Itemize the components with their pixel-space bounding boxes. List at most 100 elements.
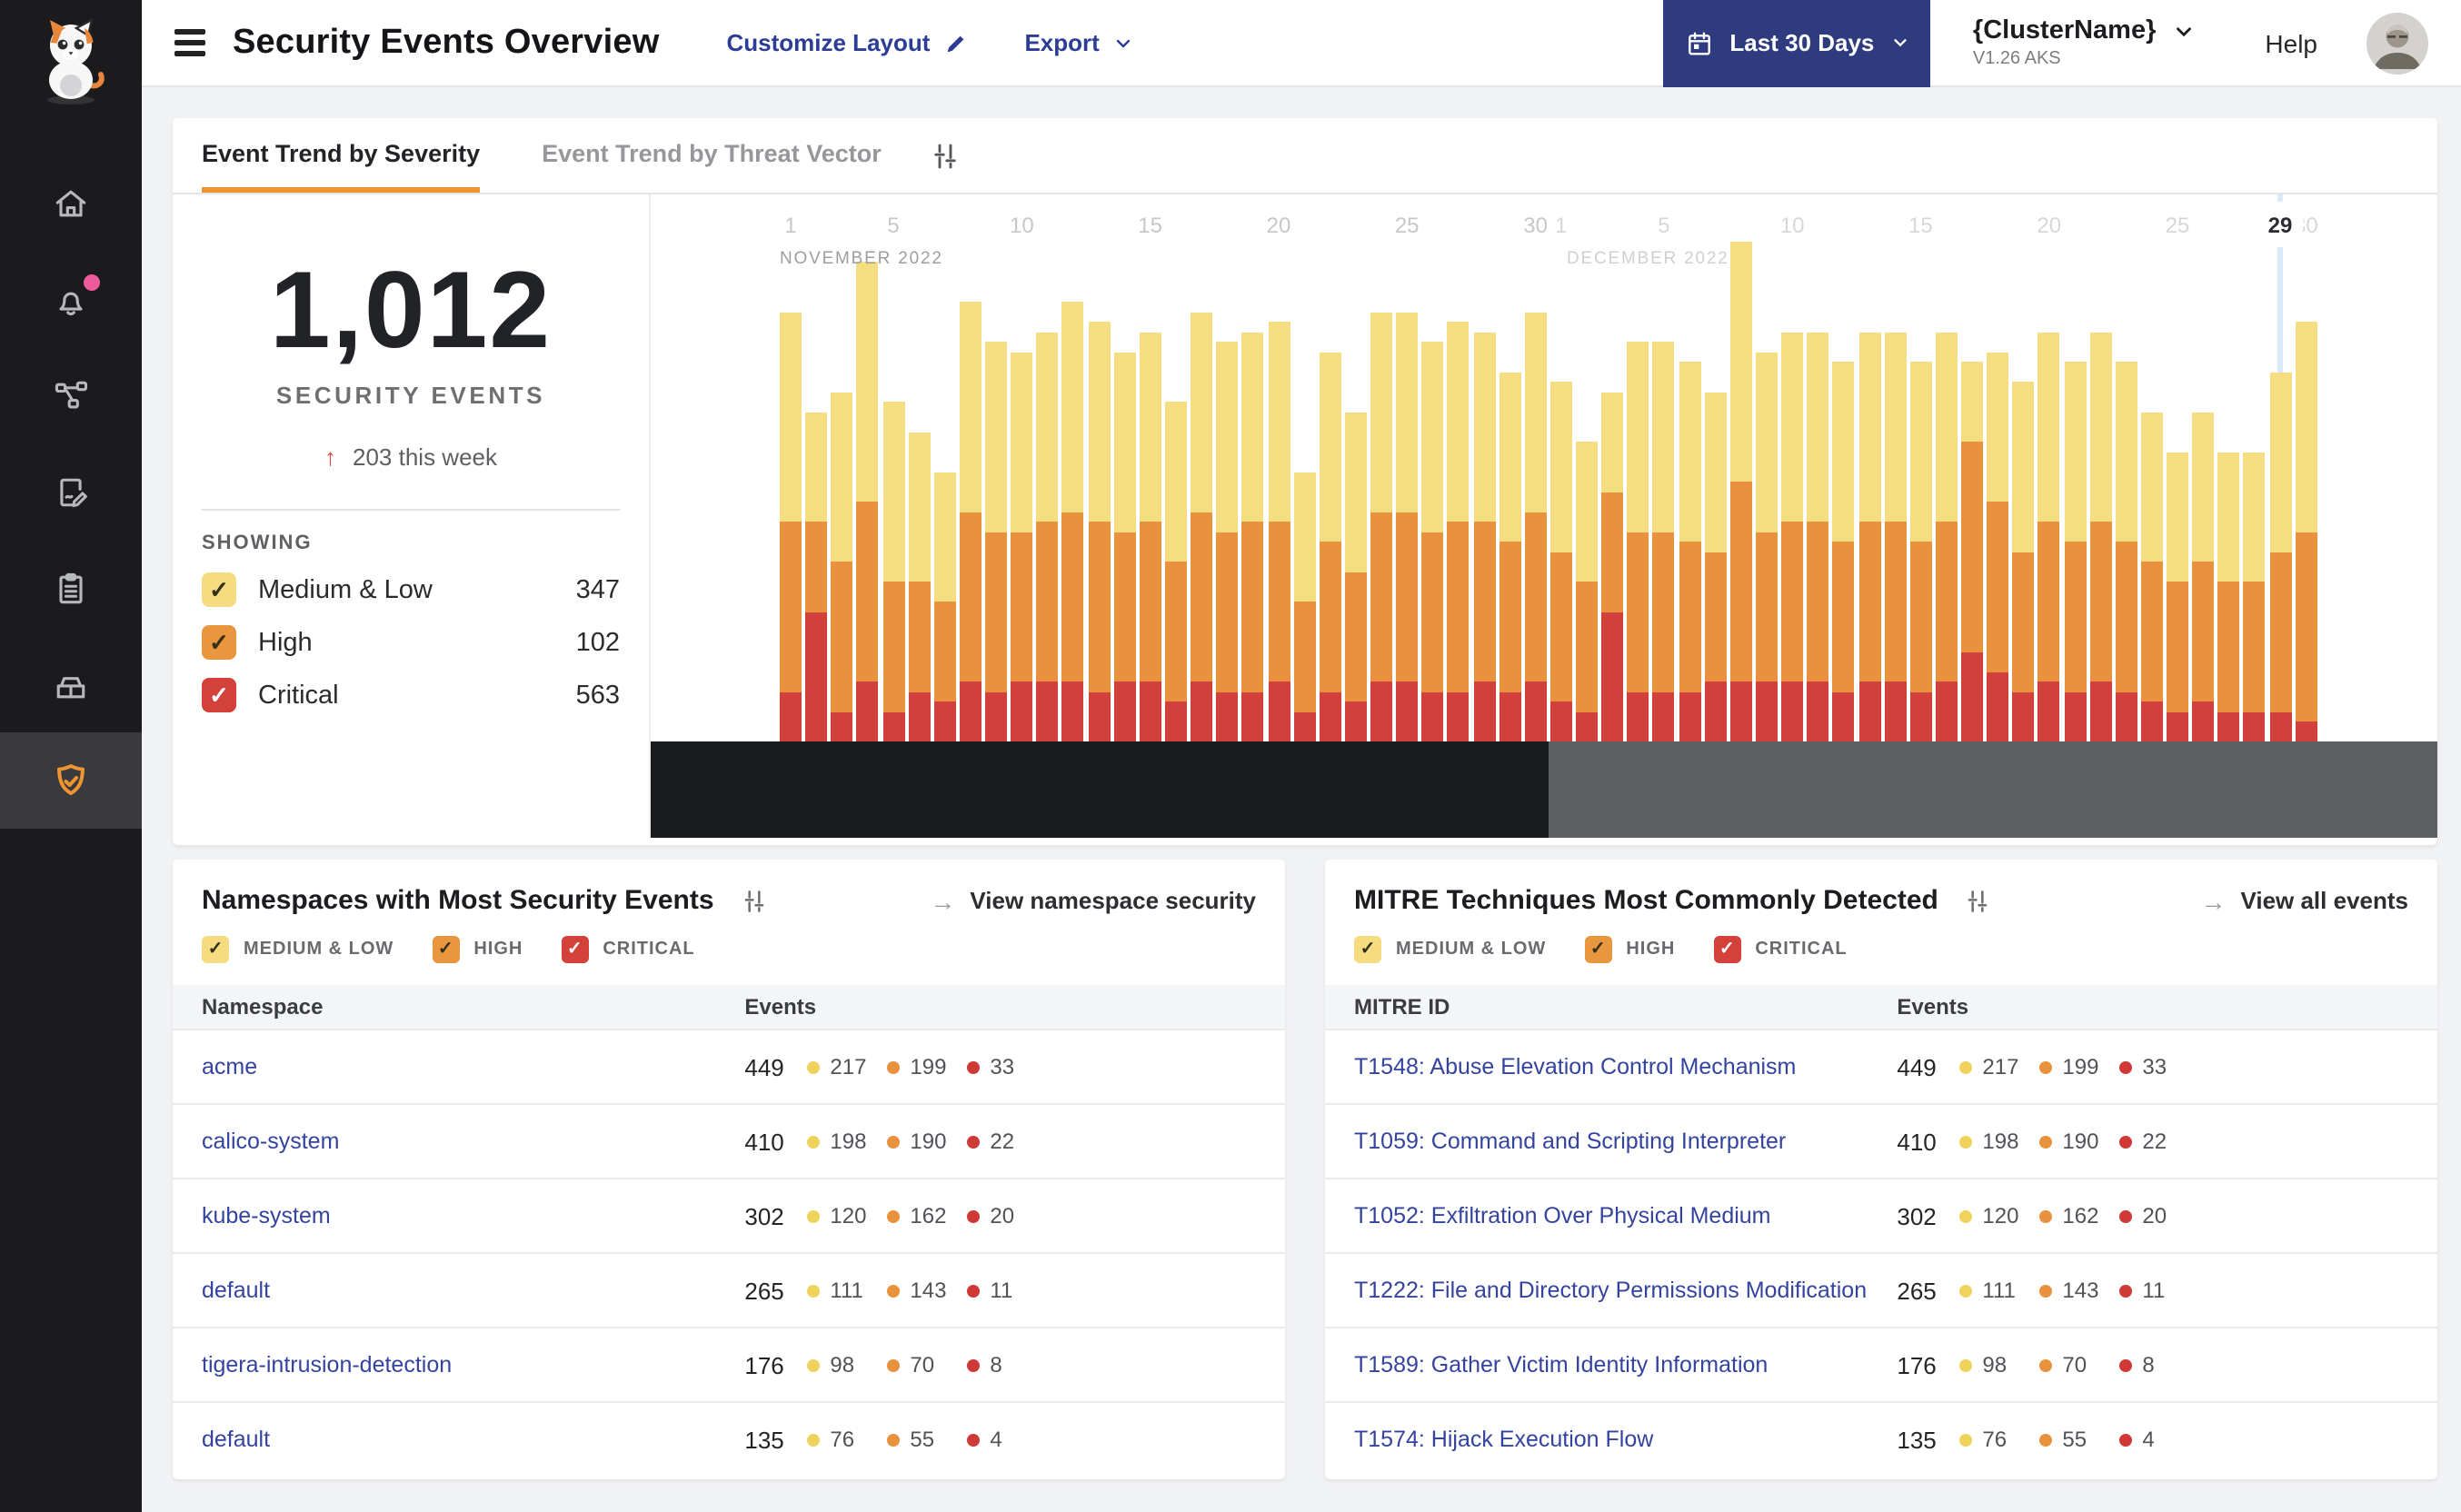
chart-bar[interactable] [1113, 352, 1136, 741]
chart-bar[interactable] [2192, 412, 2215, 741]
hamburger-menu-button[interactable] [174, 29, 205, 56]
chart-bar[interactable] [1370, 312, 1392, 741]
chart-bar[interactable] [2217, 452, 2240, 741]
chart-bar[interactable] [1139, 332, 1161, 741]
chart-bar[interactable] [1729, 242, 1752, 741]
chart-bar[interactable] [2038, 332, 2060, 741]
chart-bar[interactable] [1858, 332, 1880, 741]
chart-bar[interactable] [1061, 302, 1084, 741]
namespace-link[interactable]: default [202, 1278, 271, 1303]
checkbox-medium_low[interactable]: ✓ [1354, 936, 1381, 963]
export-button[interactable]: Export [1024, 29, 1133, 56]
checkbox-critical[interactable]: ✓ [1713, 936, 1741, 963]
mitre-card-settings-button[interactable] [1964, 886, 1993, 915]
chart-bar[interactable] [1011, 352, 1033, 741]
checkbox-medium_low[interactable]: ✓ [202, 936, 229, 963]
chart-bar[interactable] [805, 412, 828, 741]
filter-chip-medium_low[interactable]: ✓ MEDIUM & LOW [1354, 936, 1546, 963]
sidebar-item-workloads[interactable] [0, 636, 142, 732]
chart-bar[interactable] [2167, 452, 2188, 741]
sidebar-item-compliance-reports[interactable] [0, 540, 142, 636]
sidebar-item-policies[interactable] [0, 443, 142, 540]
mitre-id-link[interactable]: T1222: File and Directory Permissions Mo… [1354, 1278, 1868, 1303]
chart-bar[interactable] [2064, 362, 2086, 741]
chart-bar[interactable] [1216, 342, 1239, 741]
chart-bar[interactable] [2269, 372, 2291, 741]
chart-bar[interactable] [1473, 332, 1495, 741]
user-avatar[interactable] [2366, 12, 2428, 74]
chart-bar[interactable] [1165, 402, 1187, 741]
chart-bar[interactable] [1088, 322, 1111, 741]
chart-bar[interactable] [780, 312, 802, 741]
chart-bar[interactable] [1601, 392, 1624, 741]
severity-filter-critical[interactable]: ✓ Critical 563 [202, 678, 620, 712]
chart-bar[interactable] [856, 262, 879, 741]
chart-bar[interactable] [1396, 312, 1419, 741]
chart-bar[interactable] [882, 402, 904, 741]
namespace-link[interactable]: default [202, 1427, 271, 1452]
chart-bar[interactable] [1268, 322, 1290, 741]
checkbox-critical[interactable]: ✓ [202, 678, 236, 712]
checkbox-critical[interactable]: ✓ [561, 936, 589, 963]
chart-bar[interactable] [2243, 452, 2266, 741]
chart-bar[interactable] [2012, 382, 2035, 741]
mitre-id-link[interactable]: T1574: Hijack Execution Flow [1354, 1427, 1654, 1452]
chart-bar[interactable] [2295, 322, 2317, 741]
mitre-id-link[interactable]: T1548: Abuse Elevation Control Mechanism [1354, 1054, 1797, 1079]
filter-chip-critical[interactable]: ✓ CRITICAL [561, 936, 694, 963]
tab-event-trend-by-threat-vector[interactable]: Event Trend by Threat Vector [542, 139, 882, 166]
chart-bar[interactable] [2140, 412, 2163, 741]
chart-bar[interactable] [1704, 392, 1727, 741]
chart-bar[interactable] [1987, 352, 2009, 741]
namespace-link[interactable]: calico-system [202, 1129, 340, 1154]
namespace-link[interactable]: acme [202, 1054, 258, 1079]
chart-bar[interactable] [1961, 362, 1983, 741]
checkbox-medium_low[interactable]: ✓ [202, 572, 236, 607]
filter-chip-critical[interactable]: ✓ CRITICAL [1713, 936, 1847, 963]
mitre-id-link[interactable]: T1052: Exfiltration Over Physical Medium [1354, 1203, 1771, 1228]
tab-event-trend-by-severity[interactable]: Event Trend by Severity [202, 118, 481, 193]
chart-bar[interactable] [1319, 352, 1341, 741]
chart-bar[interactable] [1909, 362, 1932, 741]
chart-bar[interactable] [2089, 332, 2112, 741]
checkbox-high[interactable]: ✓ [432, 936, 460, 963]
chart-bar[interactable] [1807, 332, 1829, 741]
namespaces-card-settings-button[interactable] [740, 886, 769, 915]
chart-bar[interactable] [1447, 322, 1470, 741]
chart-bar[interactable] [1781, 332, 1804, 741]
customize-layout-button[interactable]: Customize Layout [727, 29, 969, 56]
chart-bar[interactable] [1679, 362, 1700, 741]
chart-bar[interactable] [1627, 342, 1649, 741]
sidebar-item-home[interactable] [0, 154, 142, 251]
sidebar-item-alerts[interactable] [0, 251, 142, 347]
selected-day-marker[interactable]: 29 [2257, 202, 2303, 247]
chart-bar[interactable] [1293, 472, 1316, 741]
chart-bar[interactable] [985, 342, 1007, 741]
chart-bar[interactable] [1036, 332, 1059, 741]
chart-settings-button[interactable] [929, 139, 961, 172]
chart-bar[interactable] [1191, 312, 1213, 741]
chart-bar[interactable] [1832, 362, 1855, 741]
filter-chip-medium_low[interactable]: ✓ MEDIUM & LOW [202, 936, 394, 963]
chart-bar[interactable] [1421, 342, 1444, 741]
checkbox-high[interactable]: ✓ [202, 625, 236, 660]
chart-bar[interactable] [908, 432, 931, 741]
date-range-button[interactable]: Last 30 Days [1663, 0, 1931, 86]
chart-bar[interactable] [1524, 312, 1547, 741]
namespace-link[interactable]: tigera-intrusion-detection [202, 1352, 453, 1378]
help-link[interactable]: Help [2265, 28, 2317, 57]
checkbox-high[interactable]: ✓ [1584, 936, 1612, 963]
filter-chip-high[interactable]: ✓ HIGH [432, 936, 523, 963]
cluster-selector[interactable]: {ClusterName} V1.26 AKS [1973, 16, 2197, 69]
chart-bar[interactable] [1935, 332, 1958, 741]
chart-bar[interactable] [1755, 352, 1778, 741]
sidebar-item-threat-defense[interactable] [0, 732, 142, 829]
view-namespace-security-link[interactable]: → View namespace security [930, 886, 1256, 915]
sidebar-item-service-graph[interactable] [0, 347, 142, 443]
chart-bar[interactable] [1344, 412, 1367, 741]
chart-bar[interactable] [2115, 362, 2137, 741]
chart-bar[interactable] [1241, 332, 1264, 741]
chart-bar[interactable] [1549, 382, 1572, 741]
mitre-id-link[interactable]: T1059: Command and Scripting Interpreter [1354, 1129, 1787, 1154]
filter-chip-high[interactable]: ✓ HIGH [1584, 936, 1675, 963]
